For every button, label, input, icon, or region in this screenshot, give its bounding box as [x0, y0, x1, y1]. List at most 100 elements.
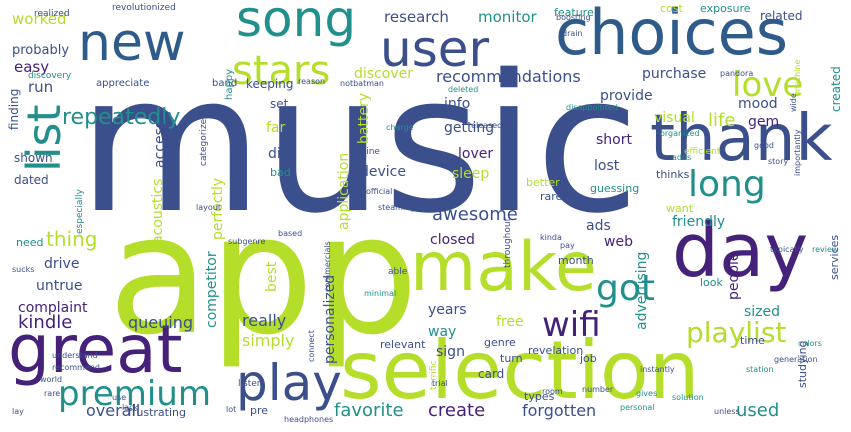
word-unless: unless: [714, 407, 740, 416]
word-based: based: [278, 229, 302, 238]
word-overall: overall: [86, 401, 140, 420]
word-types: types: [524, 390, 555, 403]
word-music: music: [78, 34, 640, 255]
word-people: people: [726, 253, 742, 300]
word-visual: visual: [654, 110, 695, 126]
word-drain: drain: [562, 29, 583, 38]
word-wifi: wifi: [542, 305, 601, 345]
word-run: run: [28, 78, 53, 96]
word-official: official: [366, 187, 392, 196]
word-gives: gives: [636, 389, 657, 398]
word-rarely: rarely: [540, 190, 572, 203]
word-review: review: [812, 245, 839, 254]
word-short: short: [596, 132, 632, 148]
word-headphones: headphones: [284, 415, 333, 424]
word-thing: thing: [46, 227, 97, 251]
word-card: card: [478, 367, 504, 381]
word-connect: connect: [307, 330, 316, 362]
word-thinks: thinks: [656, 168, 690, 181]
word-probably: probably: [12, 43, 69, 58]
word-lot: lot: [226, 405, 236, 414]
word-lay: lay: [12, 407, 24, 416]
word-solution: solution: [672, 393, 704, 402]
word-pre: pre: [250, 404, 268, 417]
word-love: love: [732, 65, 803, 105]
word-dated: dated: [14, 173, 49, 187]
word-simply: simply: [242, 331, 294, 350]
word-revelation: revelation: [528, 344, 583, 357]
word-playlist: playlist: [686, 316, 786, 349]
word-feature: feature: [554, 6, 594, 19]
word-far: far: [266, 120, 286, 136]
word-subgenre: subgenre: [228, 237, 266, 246]
word-kinda: kinda: [540, 233, 562, 242]
word-personal: personal: [620, 403, 655, 412]
word-sign: sign: [436, 344, 465, 360]
word-generation: generation: [774, 355, 818, 364]
word-story: story: [768, 157, 788, 166]
word-keeping: keeping: [246, 77, 293, 91]
word-device: device: [360, 164, 406, 180]
word-terrific: terrific: [429, 361, 439, 390]
word-favorite: favorite: [334, 400, 404, 421]
word-services: services: [828, 235, 841, 280]
word-job: job: [579, 352, 597, 365]
word-way: way: [428, 324, 456, 340]
word-really: really: [242, 311, 286, 330]
word-long: long: [688, 164, 766, 205]
word-lost: lost: [594, 158, 620, 174]
word-typically: typically: [770, 245, 804, 254]
word-ads: ads: [586, 218, 611, 234]
word-time: time: [740, 334, 765, 347]
word-discovery: discovery: [28, 71, 72, 81]
word-good: good: [754, 141, 774, 150]
word-reason: reason: [298, 77, 325, 86]
word-dig: dig: [268, 146, 290, 162]
word-adds: adds: [672, 153, 691, 162]
word-new: new: [78, 13, 185, 73]
word-list: list: [17, 104, 71, 172]
word-related: related: [760, 9, 802, 23]
word-layout: layout: [196, 203, 221, 212]
word-deleted: deleted: [448, 85, 478, 94]
word-disappointed: disappointed: [566, 103, 618, 112]
word-revolutionized: revolutionized: [112, 3, 176, 13]
word-access: access: [152, 121, 168, 168]
word-especially: especially: [75, 189, 85, 234]
word-drive: drive: [44, 256, 79, 272]
word-frustrating: frustrating: [128, 406, 186, 419]
word-repeatedly: repeatedly: [62, 105, 180, 130]
word-choices: choices: [555, 0, 788, 69]
word-competitor: competitor: [204, 251, 220, 328]
word-importantly: importantly: [793, 129, 802, 176]
word-getting: getting: [444, 120, 494, 136]
word-acoustics: acoustics: [150, 179, 166, 244]
word-guessing: guessing: [590, 182, 639, 195]
word-turn: turn: [500, 352, 523, 365]
word-understand: understand: [52, 351, 98, 360]
word-used: used: [736, 400, 779, 421]
word-complaint: complaint: [18, 300, 88, 316]
word-easy: easy: [14, 58, 49, 76]
word-number: number: [582, 385, 614, 394]
word-wide: wide: [789, 93, 798, 112]
word-sized: sized: [744, 304, 780, 320]
word-boosting: boosting: [556, 13, 591, 22]
word-finding: finding: [7, 89, 21, 130]
word-advertising: advertising: [634, 252, 650, 330]
word-years: years: [428, 302, 467, 318]
word-info: info: [444, 96, 470, 112]
word-set: set: [270, 97, 289, 111]
word-free: free: [496, 314, 524, 330]
word-machine: machine: [793, 60, 802, 94]
word-trial: trial: [432, 379, 448, 388]
word-thank: thank: [650, 102, 833, 176]
word-personalized: personalized: [322, 275, 338, 364]
word-happy: happy: [224, 69, 235, 100]
word-untrue: untrue: [36, 278, 82, 294]
word-web: web: [604, 234, 633, 250]
word-make: make: [410, 228, 597, 307]
word-mood: mood: [738, 96, 778, 112]
word-month: month: [558, 254, 594, 267]
